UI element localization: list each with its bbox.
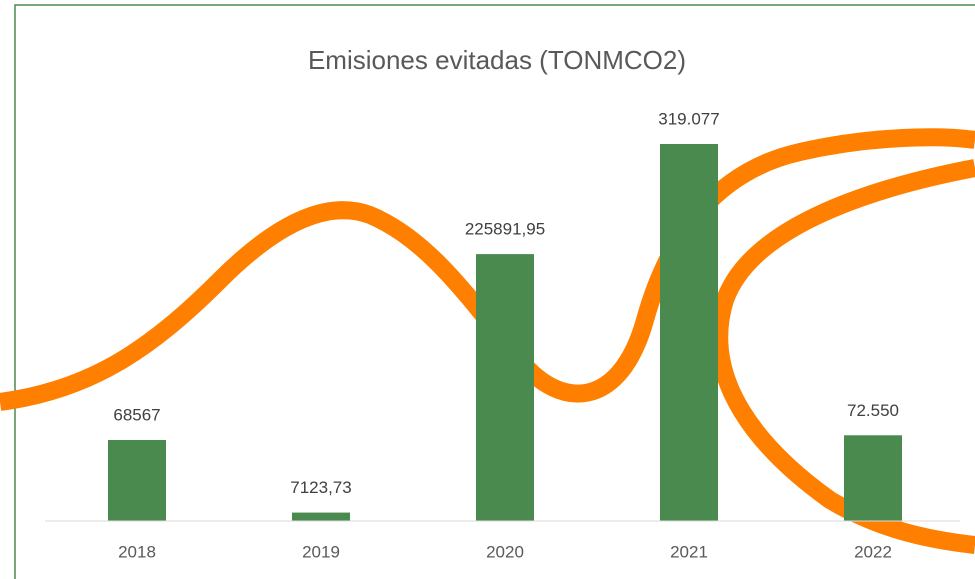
bar <box>292 512 350 521</box>
data-label: 225891,95 <box>465 220 545 239</box>
x-tick-label: 2020 <box>486 542 524 561</box>
x-tick-label: 2018 <box>118 542 156 561</box>
bar <box>660 144 718 521</box>
bar <box>844 435 902 521</box>
x-tick-label: 2022 <box>854 542 892 561</box>
x-tick-label: 2021 <box>670 542 708 561</box>
data-label: 7123,73 <box>290 478 351 497</box>
bar <box>108 439 166 521</box>
chart-title: Emisiones evitadas (TONMCO2) <box>308 45 686 75</box>
bar <box>476 254 534 522</box>
data-label: 68567 <box>113 405 160 424</box>
x-tick-label: 2019 <box>302 542 340 561</box>
data-label: 72.550 <box>847 401 899 420</box>
data-label: 319.077 <box>658 109 719 128</box>
decorative-curve <box>710 159 975 554</box>
